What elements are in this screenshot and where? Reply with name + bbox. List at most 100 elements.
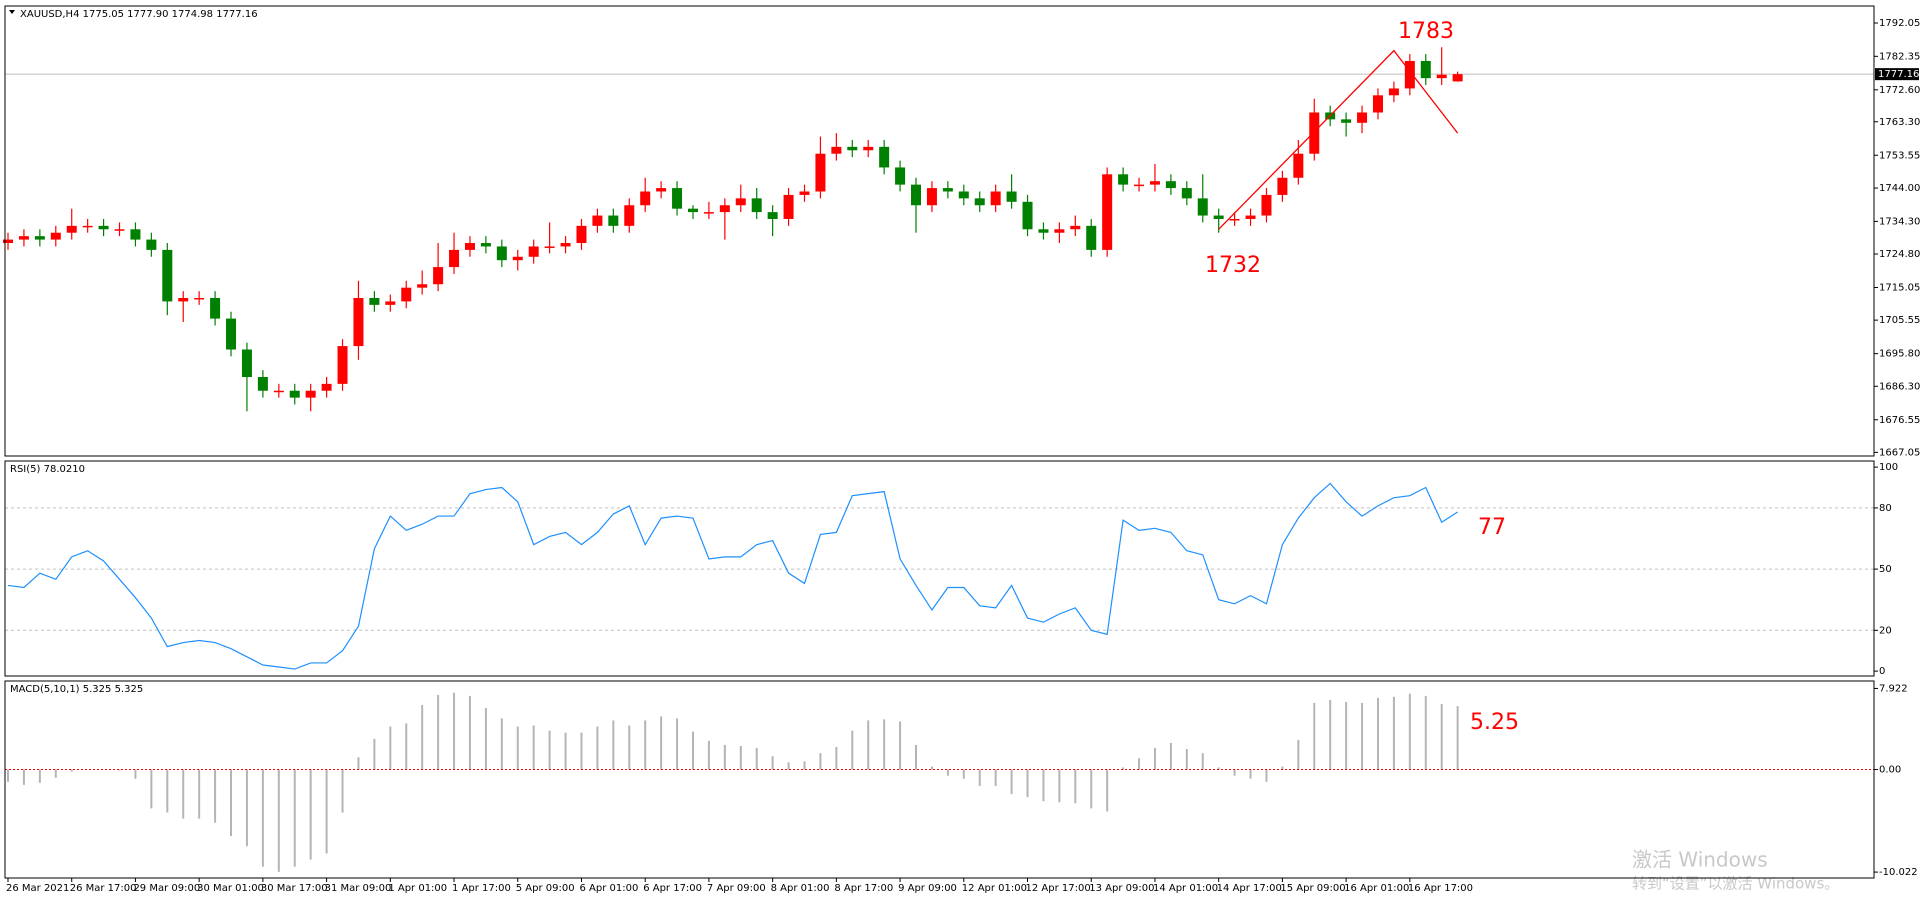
candle-body bbox=[496, 246, 507, 261]
candle-body bbox=[34, 236, 45, 240]
y-tick-label: 1695.80 bbox=[1879, 349, 1920, 360]
candle-body bbox=[544, 246, 555, 248]
candle-body bbox=[1086, 225, 1097, 250]
candle-body bbox=[1309, 112, 1320, 154]
x-tick-label: 16 Apr 01:00 bbox=[1344, 883, 1409, 894]
candle-body bbox=[18, 236, 29, 240]
y-tick-label: 50 bbox=[1879, 564, 1892, 575]
candle-body bbox=[385, 301, 396, 305]
candle-body bbox=[1054, 229, 1065, 233]
candle-body bbox=[608, 215, 619, 226]
candle-body bbox=[417, 284, 428, 288]
candle-body bbox=[1149, 181, 1160, 185]
y-tick-label: 1753.55 bbox=[1879, 150, 1920, 161]
y-tick-label: 1676.55 bbox=[1879, 415, 1920, 426]
candle-body bbox=[1404, 60, 1415, 89]
y-tick-label: 1734.30 bbox=[1879, 216, 1920, 227]
candle-body bbox=[735, 198, 746, 206]
candle-body bbox=[130, 229, 141, 240]
candle-body bbox=[1181, 188, 1192, 199]
candle-body bbox=[672, 188, 683, 209]
x-tick-label: 29 Mar 09:00 bbox=[133, 883, 200, 894]
candle-body bbox=[257, 376, 268, 391]
candle-body bbox=[146, 239, 157, 250]
x-tick-label: 30 Mar 01:00 bbox=[197, 883, 264, 894]
y-tick-label: 7.922 bbox=[1879, 683, 1908, 694]
x-tick-label: 5 Apr 09:00 bbox=[516, 883, 575, 894]
candle-body bbox=[464, 243, 475, 250]
annotation: 1783 bbox=[1398, 19, 1454, 44]
candle-body bbox=[624, 205, 635, 226]
y-tick-label: 1782.35 bbox=[1879, 51, 1920, 62]
candle-body bbox=[1165, 181, 1176, 189]
x-tick-label: 12 Apr 01:00 bbox=[962, 883, 1027, 894]
y-tick-label: 20 bbox=[1879, 625, 1892, 636]
y-tick-label: 1715.05 bbox=[1879, 283, 1920, 294]
candle-body bbox=[1452, 74, 1463, 82]
candle-body bbox=[1134, 184, 1145, 187]
x-tick-label: 26 Mar 2021 bbox=[6, 883, 69, 894]
watermark: 转到“设置”以激活 Windows。 bbox=[1632, 875, 1839, 893]
candle-body bbox=[433, 267, 444, 285]
candle-body bbox=[1293, 153, 1304, 178]
candle-body bbox=[687, 208, 698, 213]
x-tick-label: 1 Apr 01:00 bbox=[388, 883, 447, 894]
x-tick-label: 8 Apr 17:00 bbox=[834, 883, 893, 894]
candle-body bbox=[178, 297, 189, 302]
panel-title: RSI(5) 78.0210 bbox=[10, 464, 85, 475]
candle-body bbox=[1118, 174, 1129, 185]
x-tick-label: 15 Apr 09:00 bbox=[1280, 883, 1345, 894]
x-tick-label: 13 Apr 09:00 bbox=[1089, 883, 1154, 894]
current-price-label: 1777.16 bbox=[1878, 69, 1919, 80]
candle-body bbox=[703, 212, 714, 214]
x-tick-label: 9 Apr 09:00 bbox=[898, 883, 957, 894]
candle-body bbox=[1341, 119, 1352, 123]
candle-body bbox=[1102, 174, 1113, 250]
candle-body bbox=[719, 205, 730, 213]
x-tick-label: 30 Mar 17:00 bbox=[261, 883, 328, 894]
candle-body bbox=[210, 297, 221, 319]
candle-body bbox=[289, 390, 300, 398]
x-tick-label: 8 Apr 01:00 bbox=[771, 883, 830, 894]
candle-body bbox=[831, 146, 842, 154]
candle-body bbox=[1277, 177, 1288, 195]
candle-body bbox=[369, 297, 380, 305]
candle-body bbox=[1245, 215, 1256, 219]
x-tick-label: 14 Apr 17:00 bbox=[1217, 883, 1282, 894]
candle-body bbox=[512, 256, 523, 261]
panel-title: XAUUSD,H4 1775.05 1777.90 1774.98 1777.1… bbox=[20, 9, 258, 20]
y-tick-label: 1772.60 bbox=[1879, 85, 1920, 96]
candle-body bbox=[401, 287, 412, 302]
candle-body bbox=[50, 232, 61, 240]
x-tick-label: 16 Apr 17:00 bbox=[1408, 883, 1473, 894]
candle-body bbox=[974, 198, 985, 206]
trend-line bbox=[1218, 49, 1459, 230]
candle-body bbox=[114, 229, 125, 231]
x-tick-label: 1 Apr 17:00 bbox=[452, 883, 511, 894]
x-tick-label: 26 Mar 17:00 bbox=[70, 883, 137, 894]
candle-body bbox=[895, 167, 906, 185]
candle-body bbox=[82, 225, 93, 228]
candle-body bbox=[1070, 225, 1081, 230]
y-tick-label: 1686.30 bbox=[1879, 381, 1920, 392]
candle-body bbox=[1420, 60, 1431, 79]
candle-body bbox=[162, 249, 173, 302]
panel-title: MACD(5,10,1) 5.325 5.325 bbox=[10, 684, 143, 695]
candle-body bbox=[1022, 201, 1033, 230]
candle-body bbox=[1197, 198, 1208, 216]
candle-body bbox=[863, 146, 874, 151]
candle-body bbox=[305, 390, 316, 398]
candle-body bbox=[640, 191, 651, 206]
y-tick-label: 1763.30 bbox=[1879, 117, 1920, 128]
y-tick-label: -10.022 bbox=[1879, 867, 1918, 878]
candle-body bbox=[1388, 88, 1399, 96]
y-tick-label: 0.00 bbox=[1879, 765, 1901, 776]
candle-body bbox=[337, 346, 348, 384]
candle-body bbox=[194, 297, 205, 300]
watermark: 激活 Windows bbox=[1632, 848, 1768, 872]
candle-body bbox=[273, 390, 284, 393]
candle-body bbox=[560, 243, 571, 247]
candle-body bbox=[751, 198, 762, 213]
